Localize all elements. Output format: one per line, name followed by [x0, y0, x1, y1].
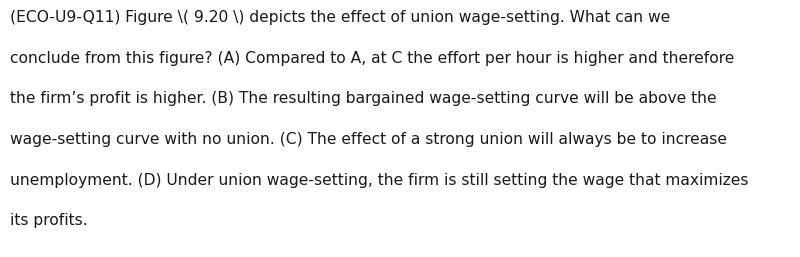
Text: its profits.: its profits. [10, 213, 87, 228]
Text: (ECO-U9-Q11) Figure \( 9.20 \) depicts the effect of union wage-setting. What ca: (ECO-U9-Q11) Figure \( 9.20 \) depicts t… [10, 10, 670, 25]
Text: conclude from this figure? (A) Compared to A, at C the effort per hour is higher: conclude from this figure? (A) Compared … [10, 51, 734, 66]
Text: unemployment. (D) Under union wage-setting, the firm is still setting the wage t: unemployment. (D) Under union wage-setti… [10, 173, 748, 188]
Text: the firm’s profit is higher. (B) The resulting bargained wage-setting curve will: the firm’s profit is higher. (B) The res… [10, 91, 716, 106]
Text: wage-setting curve with no union. (C) The effect of a strong union will always b: wage-setting curve with no union. (C) Th… [10, 132, 726, 147]
